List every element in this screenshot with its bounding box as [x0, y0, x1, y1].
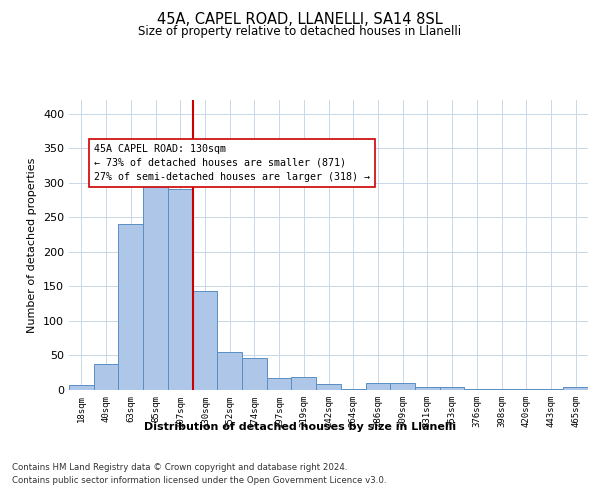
Bar	[168, 189, 193, 390]
Text: Contains public sector information licensed under the Open Government Licence v3: Contains public sector information licen…	[12, 476, 386, 485]
Bar	[118, 224, 143, 390]
Bar	[390, 383, 415, 390]
Bar	[341, 388, 365, 390]
Bar	[415, 386, 440, 390]
Y-axis label: Number of detached properties: Number of detached properties	[28, 158, 37, 332]
Bar	[440, 387, 464, 390]
Bar	[539, 388, 563, 390]
Bar	[267, 378, 292, 390]
Bar	[563, 386, 588, 390]
Bar	[193, 292, 217, 390]
Bar	[242, 358, 267, 390]
Text: 45A CAPEL ROAD: 130sqm
← 73% of detached houses are smaller (871)
27% of semi-de: 45A CAPEL ROAD: 130sqm ← 73% of detached…	[94, 144, 370, 182]
Bar	[94, 364, 118, 390]
Bar	[69, 385, 94, 390]
Text: 45A, CAPEL ROAD, LLANELLI, SA14 8SL: 45A, CAPEL ROAD, LLANELLI, SA14 8SL	[157, 12, 443, 28]
Text: Size of property relative to detached houses in Llanelli: Size of property relative to detached ho…	[139, 25, 461, 38]
Bar	[316, 384, 341, 390]
Bar	[464, 388, 489, 390]
Bar	[292, 377, 316, 390]
Bar	[143, 180, 168, 390]
Text: Distribution of detached houses by size in Llanelli: Distribution of detached houses by size …	[144, 422, 456, 432]
Bar	[489, 388, 514, 390]
Text: Contains HM Land Registry data © Crown copyright and database right 2024.: Contains HM Land Registry data © Crown c…	[12, 462, 347, 471]
Bar	[365, 383, 390, 390]
Bar	[217, 352, 242, 390]
